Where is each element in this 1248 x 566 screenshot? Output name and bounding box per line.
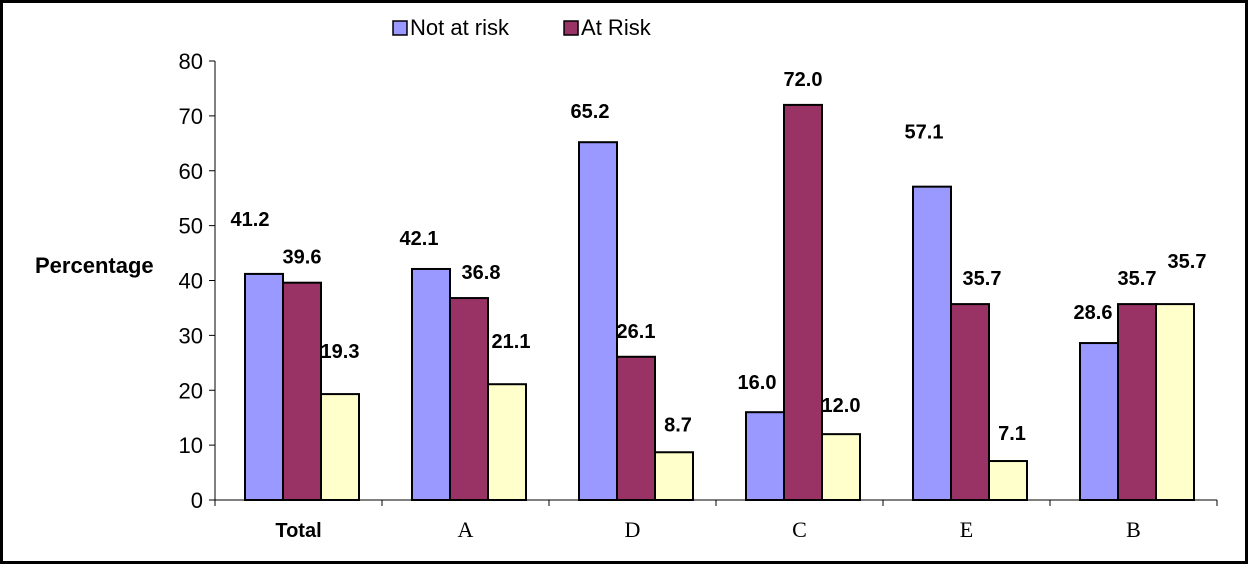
bar bbox=[654, 451, 694, 502]
x-category-label: E bbox=[960, 517, 973, 542]
y-tick-label: 60 bbox=[179, 159, 203, 184]
bar bbox=[912, 185, 952, 501]
data-label: 19.3 bbox=[321, 341, 360, 363]
x-category-label: B bbox=[1126, 517, 1141, 542]
bar bbox=[320, 393, 360, 501]
bar-chart: 0 10 20 30 40 50 60 70 80 Total A D C E B 41.2 42.1 65.2… bbox=[35, 15, 1218, 542]
data-label: 42.1 bbox=[400, 228, 439, 250]
bar bbox=[1155, 303, 1195, 501]
bar bbox=[244, 272, 284, 502]
bar bbox=[578, 141, 618, 501]
y-tick-label: 20 bbox=[179, 378, 203, 403]
x-category-label: A bbox=[458, 517, 474, 542]
y-tick-label: 40 bbox=[179, 269, 203, 294]
data-label: 35.7 bbox=[963, 268, 1002, 290]
data-label: 8.7 bbox=[664, 414, 692, 436]
bars bbox=[244, 103, 1195, 502]
bar bbox=[950, 303, 990, 501]
legend-swatch bbox=[563, 20, 579, 36]
bar bbox=[616, 355, 656, 501]
legend: Not at risk At Risk bbox=[392, 15, 652, 40]
x-category-label: C bbox=[792, 517, 807, 542]
bar bbox=[821, 433, 861, 501]
y-tick-label: 70 bbox=[179, 104, 203, 129]
data-label: 57.1 bbox=[905, 122, 944, 144]
bar bbox=[1117, 303, 1157, 501]
bar bbox=[449, 297, 489, 501]
data-label: 28.6 bbox=[1074, 302, 1113, 324]
data-label: 26.1 bbox=[617, 321, 656, 343]
x-category-label: Total bbox=[275, 520, 321, 542]
y-tick-label: 0 bbox=[191, 488, 203, 513]
data-label: 72.0 bbox=[784, 69, 823, 91]
data-label: 39.6 bbox=[283, 247, 322, 269]
bar bbox=[411, 267, 451, 501]
y-axis-title: Percentage bbox=[35, 253, 154, 278]
data-label: 12.0 bbox=[822, 395, 861, 417]
data-label: 35.7 bbox=[1118, 268, 1157, 290]
data-label: 41.2 bbox=[231, 209, 270, 231]
x-category-label: D bbox=[625, 517, 641, 542]
bar bbox=[783, 103, 823, 502]
y-tick-label: 80 bbox=[179, 49, 203, 74]
y-tick-label: 30 bbox=[179, 323, 203, 348]
bar bbox=[1079, 342, 1119, 501]
data-label: 36.8 bbox=[462, 262, 501, 284]
legend-swatch bbox=[392, 20, 408, 36]
data-labels: 41.2 42.1 65.2 16.0 57.1 28.6 39.6 36.8 26.1 72.0… bbox=[231, 69, 1207, 445]
bar bbox=[282, 281, 322, 501]
y-tick-label: 50 bbox=[179, 214, 203, 239]
bar bbox=[487, 383, 527, 501]
data-label: 16.0 bbox=[738, 372, 777, 394]
legend-label: At Risk bbox=[581, 15, 652, 40]
data-label: 21.1 bbox=[492, 331, 531, 353]
data-label: 35.7 bbox=[1168, 251, 1207, 273]
axes: 0 10 20 30 40 50 60 70 80 Total A D C E B bbox=[179, 49, 1218, 542]
legend-label: Not at risk bbox=[410, 15, 510, 40]
data-label: 65.2 bbox=[571, 101, 610, 123]
bar bbox=[988, 460, 1028, 502]
bar bbox=[745, 411, 785, 502]
y-tick-label: 10 bbox=[179, 433, 203, 458]
data-label: 7.1 bbox=[998, 423, 1026, 445]
